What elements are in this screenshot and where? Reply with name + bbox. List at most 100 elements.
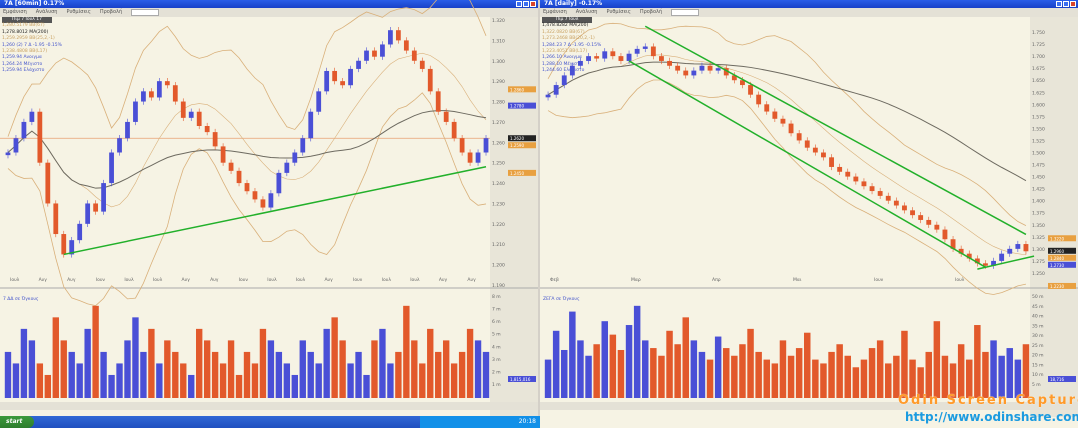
menu-display[interactable]: Προβολή [99,9,123,15]
legend-line: 1,280.5179 BB(67) [2,23,45,29]
window-title: 7A [60min] 0.17% [4,0,65,7]
price-marker [508,169,536,176]
volume-bar [739,344,746,398]
volume-bar [395,351,402,398]
price-marker [1048,261,1076,268]
volume-marker [1048,376,1076,382]
volume-bar [188,374,195,398]
candle [85,203,91,224]
start-button[interactable]: start [0,416,34,428]
volume-bar [642,340,649,398]
symbol-input[interactable] [671,9,700,16]
volume-bar [196,328,203,398]
window-title-bar[interactable]: 7A [daily] -0.17% [540,0,1078,8]
candle [723,68,729,76]
volume-bar [552,330,560,398]
volume-bar [617,349,625,398]
volume-bar [544,359,552,398]
candle [683,70,689,76]
x-tick-label: Αυγ [324,277,333,283]
candle [561,75,567,86]
candle [829,157,834,167]
candlestick-chart[interactable]: 1.750 1.725 1.700 1.675 1.650 1.625 1.600 1.575… [540,0,1078,428]
volume-bar [474,340,482,398]
candle [569,65,575,76]
minimize-button[interactable] [1056,1,1062,7]
price-marker-label: 1.2860 [510,87,524,92]
candle [93,203,99,212]
menu-analysis[interactable]: Ανάλυση [575,9,598,15]
candle [553,85,559,95]
trendline [63,166,487,256]
x-tick-label: Φεβ [550,277,559,283]
candle [467,152,473,163]
legend-line: 1,322.0820 BB(67) [542,29,585,35]
volume-bar [812,359,819,398]
volume-bar [561,349,568,398]
candle [300,138,306,153]
horizontal-scrollbar[interactable] [540,402,1078,410]
menu-view[interactable]: Εμφάνιση [3,9,27,15]
legend-line: 1,259.94 Ανοιγμα [2,55,42,61]
volume-bar [601,321,608,398]
volume-bar [998,355,1005,398]
volume-label: 7 ΔΔ σε Όγκους [3,295,39,302]
y-tick-label: 1.500 [1032,151,1045,157]
candle [877,191,883,196]
menu-settings[interactable]: Ρυθμίσεις [606,9,631,15]
close-button[interactable] [1070,1,1076,7]
menu-settings[interactable]: Ρυθμίσεις [66,9,91,15]
volume-bar [593,344,600,398]
menu-view[interactable]: Εμφάνιση [543,9,567,15]
volume-bar [36,363,44,398]
candle [156,81,162,98]
price-marker-label: 1.2230 [1050,284,1064,289]
minimize-button[interactable] [516,1,522,7]
menu-display[interactable]: Προβολή [639,9,663,15]
volume-bar [92,305,99,398]
candle [451,121,457,139]
candle [395,30,401,41]
candle [77,223,83,241]
close-button[interactable] [530,1,536,7]
chart-window-daily[interactable]: 7A [daily] -0.17% Εμφάνιση Ανάλυση Ρυθμίσε… [540,0,1078,428]
candle [101,183,106,212]
candle [618,56,624,61]
candlestick-chart[interactable]: 1.320 1.310 1.300 1.290 1.280 1.270 1.260 1.250… [0,0,538,416]
volume-bar [267,340,275,398]
volume-bar [339,340,346,398]
candle [340,81,345,86]
volume-bar [44,374,52,398]
volume-tick-label: 1 m [492,382,501,388]
candle [260,199,266,208]
symbol-input[interactable] [131,9,160,16]
y-tick-label: 1.700 [1032,54,1045,60]
maximize-button[interactable] [1063,1,1069,7]
candle [974,258,980,264]
candle [109,152,114,184]
volume-bar [868,348,876,398]
candle [117,138,122,153]
candle [869,186,875,192]
volume-bar [658,355,665,398]
menu-analysis[interactable]: Ανάλυση [35,9,58,15]
candle [348,68,353,86]
volume-tick-label: 5 m [492,332,501,338]
maximize-button[interactable] [523,1,529,7]
volume-bar [203,340,211,398]
volume-tick-label: 30 m [1032,333,1044,339]
window-title-bar[interactable]: 7A [60min] 0.17% [0,0,538,8]
volume-bar [771,363,779,398]
candle [821,152,826,158]
volume-bar [723,348,730,398]
y-tick-label: 1.425 [1032,187,1045,193]
volume-bar [379,328,386,398]
candle [788,123,794,134]
volume-bar [116,363,123,398]
candle [164,81,170,86]
horizontal-scrollbar[interactable] [0,402,538,410]
chart-window-60min[interactable]: 7A [60min] 0.17% Εμφάνιση Ανάλυση Ρυθμίσει… [0,0,538,416]
volume-bar [363,374,370,398]
volume-tick-label: 45 m [1032,304,1044,310]
y-tick-label: 1.525 [1032,138,1045,144]
